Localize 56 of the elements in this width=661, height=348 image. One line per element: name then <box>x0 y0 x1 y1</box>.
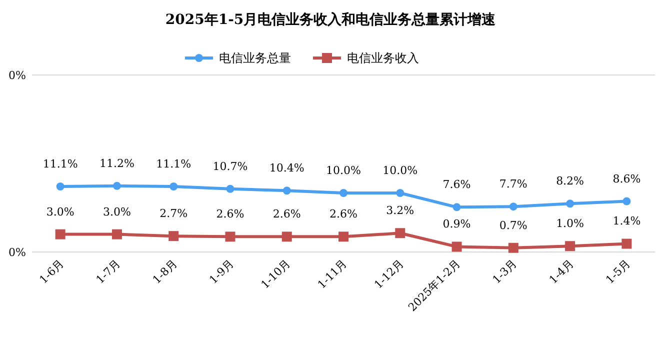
x-tick-label: 1-8月 <box>150 256 180 286</box>
data-label: 3.0% <box>46 205 74 218</box>
point <box>340 189 348 197</box>
point <box>622 238 632 249</box>
data-label: 8.6% <box>612 172 641 186</box>
point <box>452 242 462 252</box>
x-tick-label: 1-3月 <box>490 256 520 286</box>
point <box>338 232 348 242</box>
data-label: 3.0% <box>102 205 131 218</box>
chart-title: 2025年1-5月电信业务收入和电信业务总量累计增速 <box>165 12 497 28</box>
data-label: 0.7% <box>499 218 528 232</box>
x-tick-label: 1-7月 <box>94 256 124 286</box>
point <box>566 200 574 208</box>
point <box>168 231 179 242</box>
point <box>282 232 292 242</box>
point <box>509 202 518 211</box>
point <box>225 232 236 242</box>
text: 0% <box>8 69 26 82</box>
data-label: 8.2% <box>556 174 584 188</box>
data-label: 11.1% <box>156 158 192 171</box>
point <box>56 182 64 191</box>
legend-label: 电信业务收入 <box>347 51 419 65</box>
x-tick-label: 1-5月 <box>603 256 633 286</box>
point <box>396 189 404 197</box>
point <box>508 242 518 253</box>
point <box>452 203 461 212</box>
data-label: 11.1% <box>42 158 78 171</box>
data-label: 11.2% <box>99 156 134 170</box>
x-tick-label: 1-9月 <box>206 256 236 286</box>
point <box>395 228 406 238</box>
x-tick-label: 1-4月 <box>546 256 576 286</box>
data-label: 0.9% <box>442 218 471 231</box>
data-label: 7.7% <box>499 178 528 191</box>
data-label: 3.2% <box>386 204 414 218</box>
point <box>226 184 234 193</box>
data-label: 2.6% <box>330 208 358 221</box>
point <box>622 197 631 206</box>
point <box>112 229 122 240</box>
data-label: 1.0% <box>556 217 584 230</box>
data-label: 2.7% <box>160 207 188 220</box>
point <box>112 182 121 190</box>
point <box>55 229 66 240</box>
data-label: 10.7% <box>212 160 248 173</box>
point <box>282 186 291 195</box>
data-label: 10.4% <box>269 162 304 175</box>
data-label: 2.6% <box>216 208 244 221</box>
x-tick-label: 1-6月 <box>36 256 66 286</box>
data-label: 1.4% <box>612 214 641 228</box>
data-label: 7.6% <box>442 178 471 192</box>
data-label: 10.0% <box>382 164 418 177</box>
point <box>170 182 178 191</box>
data-label: 10.0% <box>326 164 361 177</box>
legend-label: 电信业务总量 <box>219 51 291 65</box>
point <box>565 241 576 252</box>
text: 0% <box>8 246 26 259</box>
data-label: 2.6% <box>272 208 301 221</box>
